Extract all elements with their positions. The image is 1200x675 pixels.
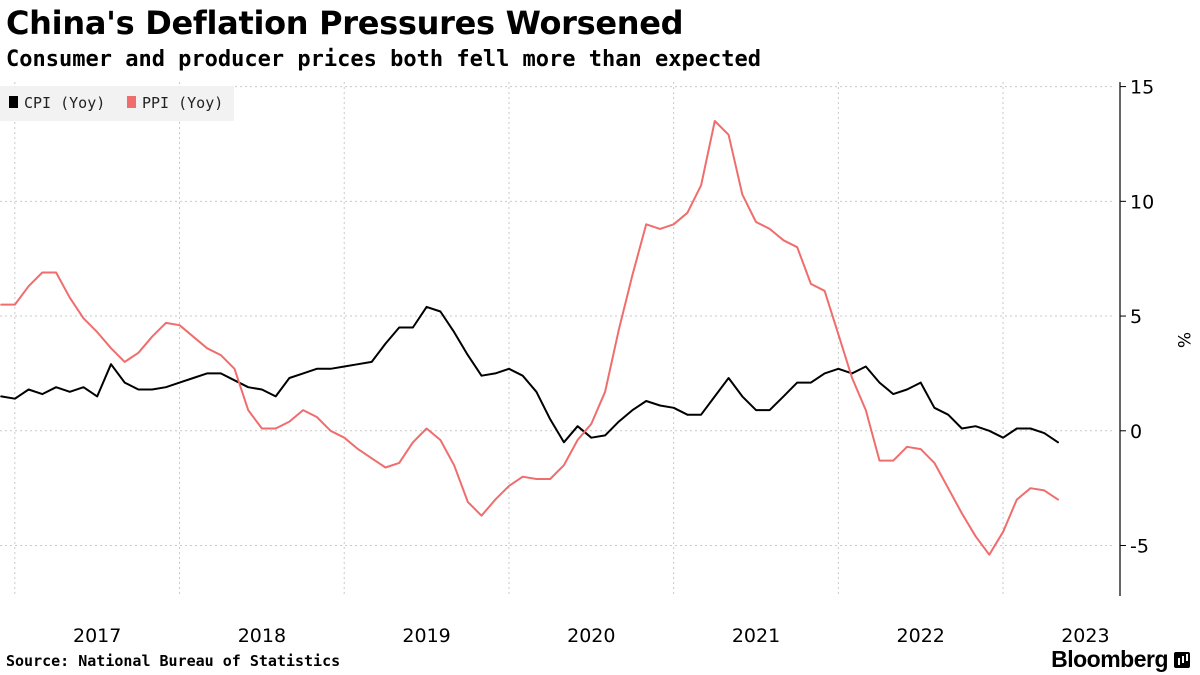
series-lines <box>0 120 1059 556</box>
y-tick-label: 10 <box>1130 191 1154 213</box>
legend-background <box>0 86 234 121</box>
y-axis: % 15 10 5 0 -5 <box>1119 77 1193 596</box>
x-tick-label: 2017 <box>73 625 121 647</box>
legend-label-ppi: PPI (Yoy) <box>142 94 223 112</box>
y-tick-label: 0 <box>1130 421 1142 443</box>
y-tick-label: 5 <box>1130 306 1142 328</box>
x-tick-label: 2018 <box>238 625 286 647</box>
x-tick-label: 2022 <box>897 625 945 647</box>
legend-swatch-cpi <box>9 96 18 108</box>
chart-subtitle: Consumer and producer prices both fell m… <box>6 47 761 72</box>
chart-title: China's Deflation Pressures Worsened <box>6 4 684 42</box>
y-tick-label: 15 <box>1130 77 1154 99</box>
grid <box>0 82 1112 596</box>
y-axis-unit: % <box>1173 332 1193 348</box>
x-tick-label: 2023 <box>1061 625 1109 647</box>
legend: CPI (Yoy) PPI (Yoy) <box>0 86 234 121</box>
bloomberg-terminal-icon <box>1174 651 1190 668</box>
x-tick-label: 2020 <box>567 625 615 647</box>
legend-label-cpi: CPI (Yoy) <box>24 94 105 112</box>
legend-swatch-ppi <box>127 96 136 108</box>
series-line-cpi <box>0 305 1059 444</box>
source-note: Source: National Bureau of Statistics <box>6 652 341 670</box>
y-tick-label: -5 <box>1130 536 1149 558</box>
series-line-ppi <box>0 120 1059 556</box>
x-tick-label: 2021 <box>732 625 780 647</box>
x-axis-ticks: 2017 2018 2019 2020 2021 2022 2023 <box>73 625 1110 647</box>
brand-label: Bloomberg <box>1051 646 1168 672</box>
bloomberg-logo: Bloomberg <box>1051 646 1190 673</box>
x-tick-label: 2019 <box>402 625 450 647</box>
